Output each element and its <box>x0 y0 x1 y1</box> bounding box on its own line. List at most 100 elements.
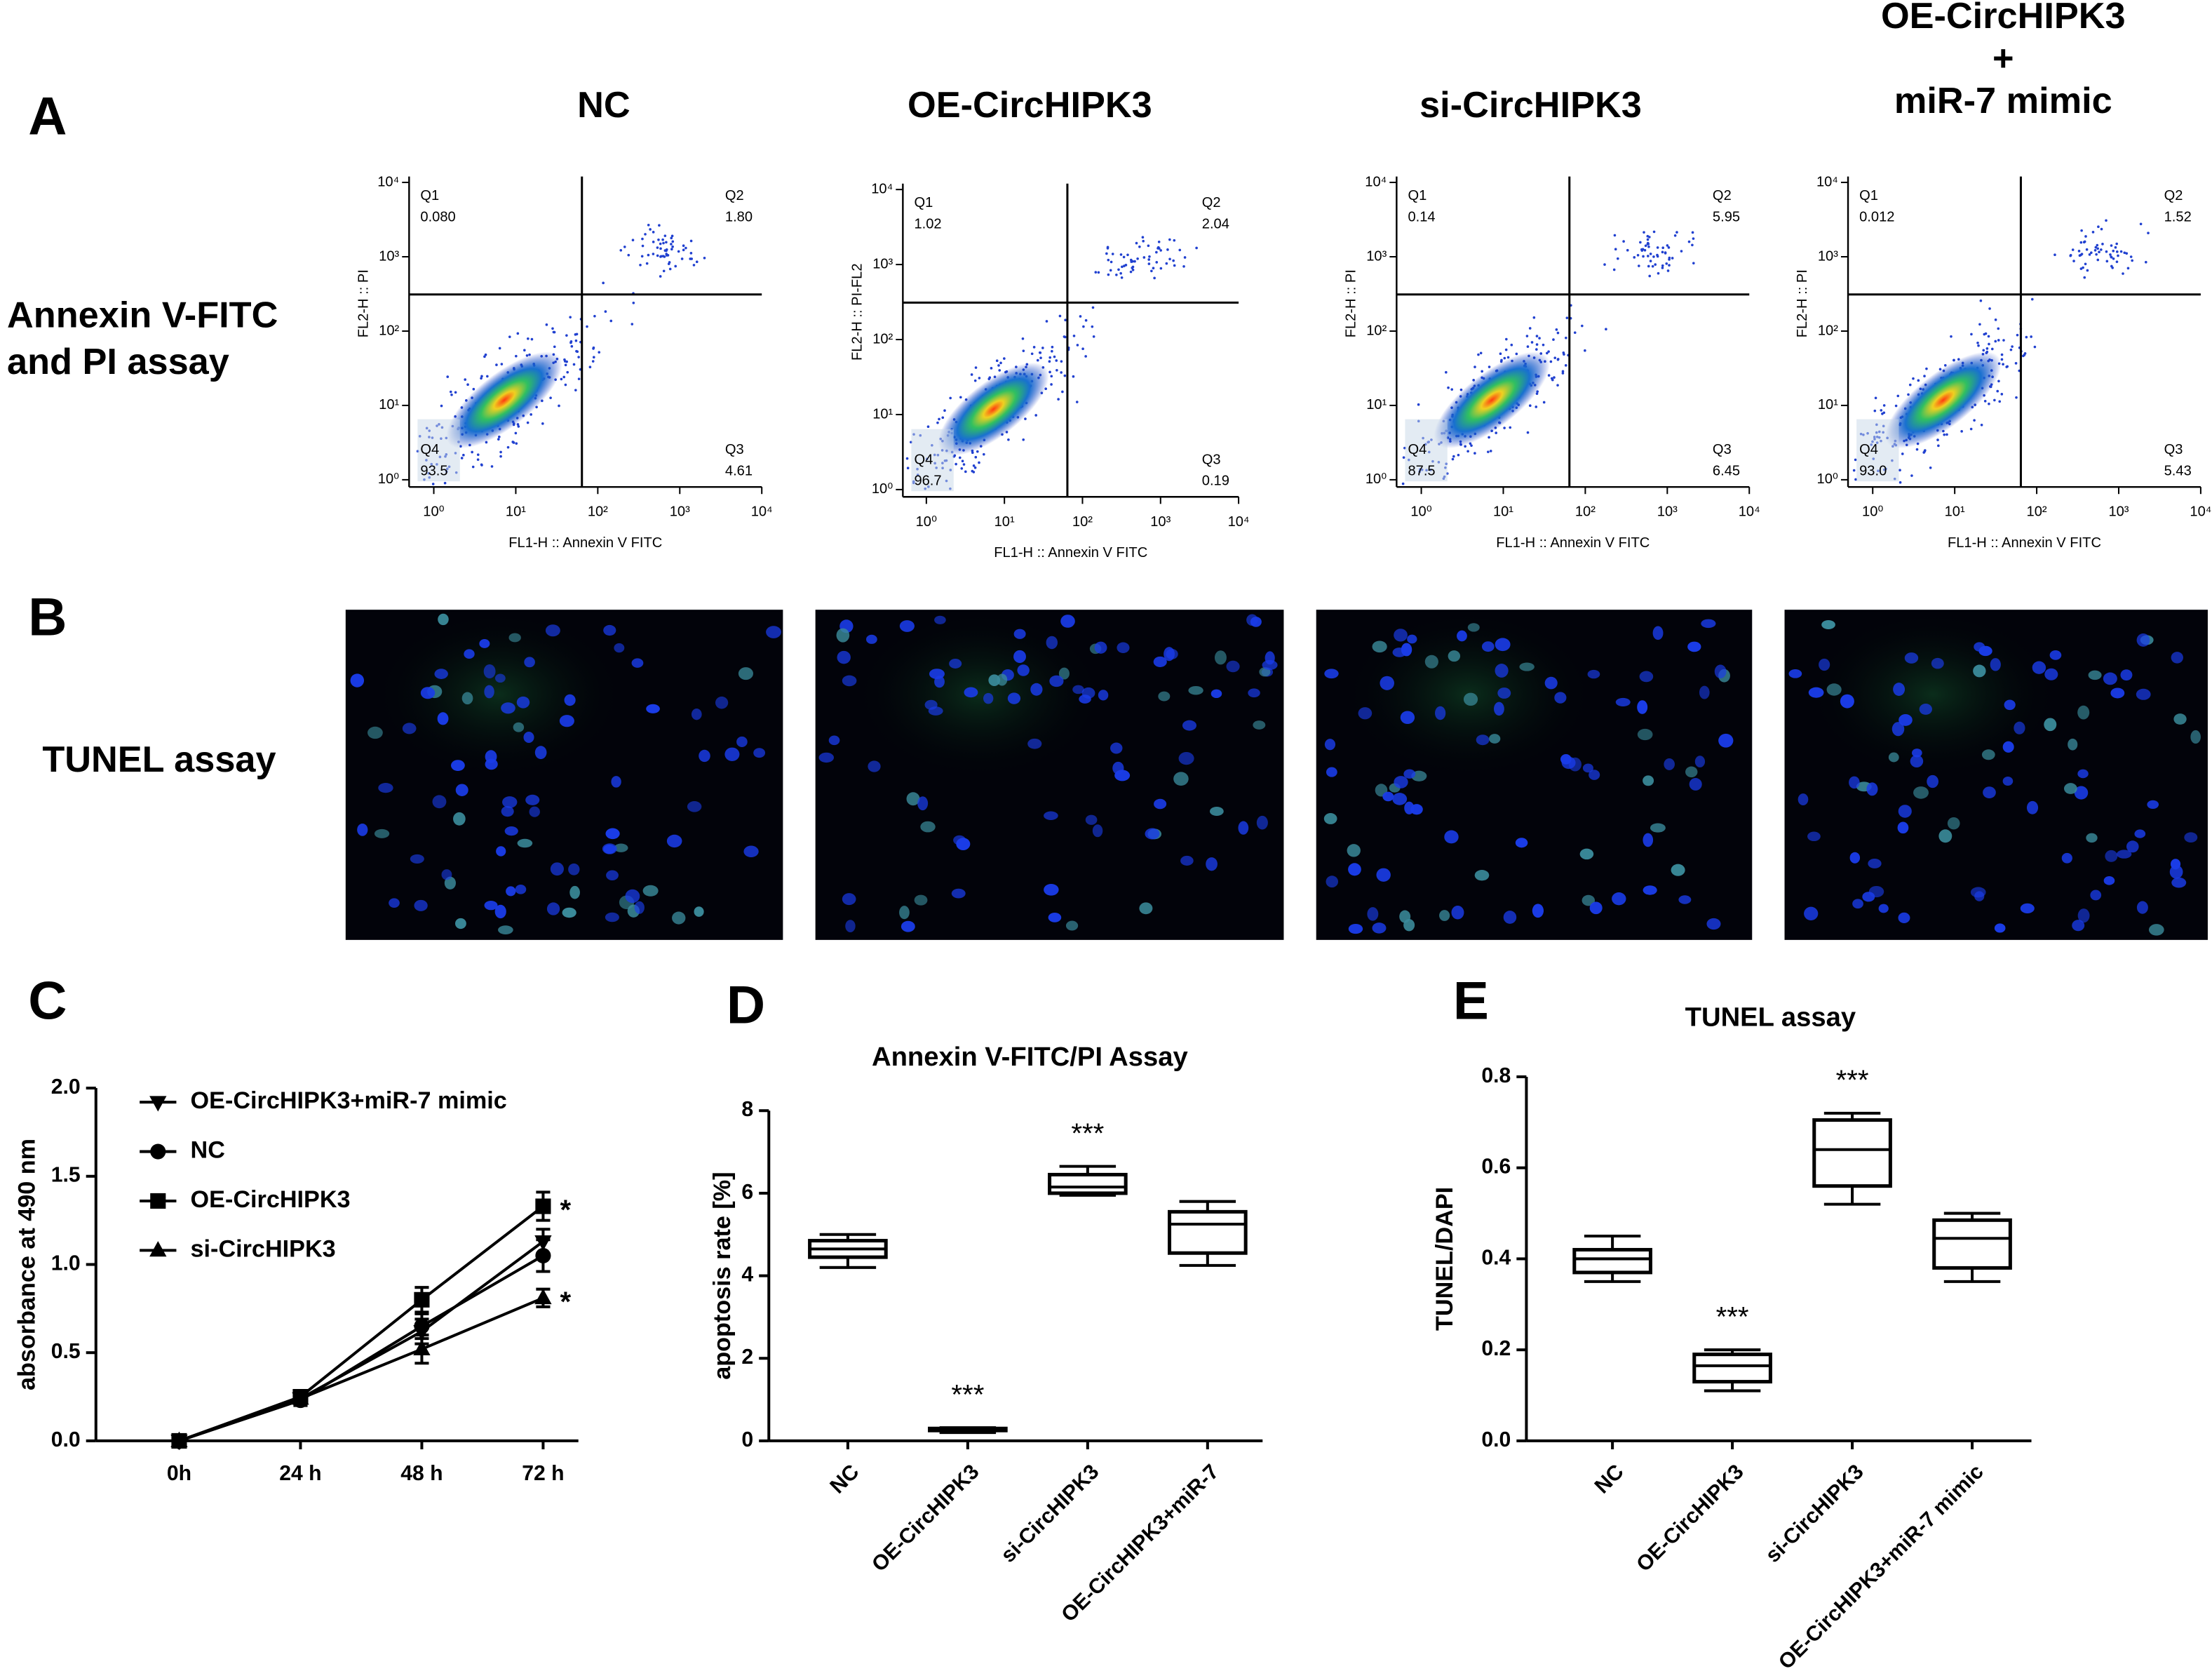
quadrant-name: Q1 <box>914 195 933 210</box>
nucleus <box>1058 667 1070 680</box>
nucleus <box>1439 910 1450 921</box>
event-dot <box>1495 431 1497 434</box>
y-tick-label: 10³ <box>1818 248 1838 264</box>
event-dot <box>1985 347 1989 350</box>
event-dot <box>514 431 518 435</box>
event-dot <box>1503 427 1506 429</box>
nucleus <box>1110 742 1123 754</box>
event-dot <box>1873 409 1877 412</box>
nucleus <box>414 899 428 911</box>
event-dot <box>446 375 450 378</box>
event-dot <box>1561 372 1565 375</box>
event-dot <box>1470 444 1473 447</box>
nucleus <box>614 843 628 852</box>
y-tick-label: 1.5 <box>51 1164 81 1187</box>
nucleus <box>1392 793 1408 805</box>
event-dot <box>1673 234 1677 237</box>
data-point <box>534 1288 552 1305</box>
y-tick-label: 4 <box>741 1263 753 1287</box>
nucleus <box>534 746 547 760</box>
nucleus <box>1990 658 2001 671</box>
nucleus <box>868 760 881 772</box>
event-dot <box>1060 371 1063 374</box>
nucleus <box>1643 833 1654 847</box>
nucleus <box>378 783 393 793</box>
event-dot <box>2082 266 2084 269</box>
event-dot <box>1061 390 1064 394</box>
density-core <box>1434 351 1550 449</box>
nucleus <box>1112 761 1124 774</box>
nucleus <box>2171 652 2183 664</box>
event-dot <box>1656 255 1659 258</box>
event-dot <box>1133 260 1136 263</box>
nucleus <box>899 906 910 920</box>
nucleus <box>1476 734 1490 746</box>
data-point <box>170 1431 188 1447</box>
nucleus <box>1347 844 1361 857</box>
event-dot <box>1943 433 1945 436</box>
nucleus <box>1376 868 1391 882</box>
event-dot <box>562 375 566 379</box>
gate-box <box>911 429 954 492</box>
event-dot <box>460 457 464 459</box>
nucleus <box>515 885 527 894</box>
nucleus <box>1206 857 1218 871</box>
event-dot <box>1094 271 1098 274</box>
x-tick-label: 10² <box>1072 514 1093 530</box>
nucleus <box>434 669 448 679</box>
x-tick-label: 10⁴ <box>751 504 773 520</box>
y-tick-label: 10⁴ <box>871 181 893 196</box>
nucleus <box>1898 805 1912 818</box>
nucleus <box>1974 891 1985 901</box>
event-dot <box>1997 339 2000 342</box>
event-dot <box>2101 243 2104 246</box>
legend-label: OE-CircHIPK3+miR-7 mimic <box>191 1087 507 1114</box>
nucleus <box>1589 770 1600 780</box>
nucleus <box>2074 786 2089 800</box>
nucleus <box>517 838 533 848</box>
event-dot <box>1526 345 1530 348</box>
event-dot <box>476 453 480 456</box>
plot-title: OE-CircHIPK3 <box>1881 0 2126 36</box>
event-dot <box>1997 380 2000 383</box>
y-tick-label: 10¹ <box>872 406 893 422</box>
nucleus <box>1650 823 1666 833</box>
nucleus <box>2147 800 2159 810</box>
nucleus <box>1348 923 1363 934</box>
event-dot <box>2030 297 2034 301</box>
event-dot <box>652 241 655 243</box>
nucleus <box>1637 728 1653 741</box>
nucleus <box>1714 664 1727 679</box>
event-dot <box>1053 355 1056 358</box>
event-dot <box>592 346 595 349</box>
legend-marker <box>150 1143 166 1160</box>
event-dot <box>1998 400 2002 403</box>
y-axis-label: FL2-H :: PI <box>1343 269 1358 337</box>
nucleus <box>1519 662 1535 671</box>
event-dot <box>1147 258 1151 261</box>
event-dot <box>2069 254 2072 257</box>
event-dot <box>1612 268 1616 271</box>
event-dot <box>1530 341 1534 344</box>
nucleus <box>934 676 945 688</box>
quadrant-name: Q3 <box>2164 442 2183 457</box>
x-tick-label: 24 h <box>279 1462 321 1485</box>
nucleus <box>1706 918 1721 930</box>
nucleus <box>1323 812 1337 824</box>
x-tick-label: 10² <box>2027 504 2047 520</box>
event-dot <box>2126 267 2130 270</box>
event-dot <box>619 248 623 252</box>
event-dot <box>1908 383 1912 387</box>
event-dot <box>1528 404 1532 408</box>
event-dot <box>1953 358 1955 362</box>
nucleus <box>1072 685 1084 694</box>
event-dot <box>2096 243 2099 247</box>
event-dot <box>1546 351 1549 355</box>
x-tick-label: 10³ <box>1150 514 1171 530</box>
nucleus <box>2061 852 2072 864</box>
event-dot <box>1007 438 1010 441</box>
nucleus <box>2088 670 2102 680</box>
event-dot <box>1896 394 1900 398</box>
event-cloud <box>1852 219 2150 484</box>
nucleus <box>1154 798 1167 810</box>
